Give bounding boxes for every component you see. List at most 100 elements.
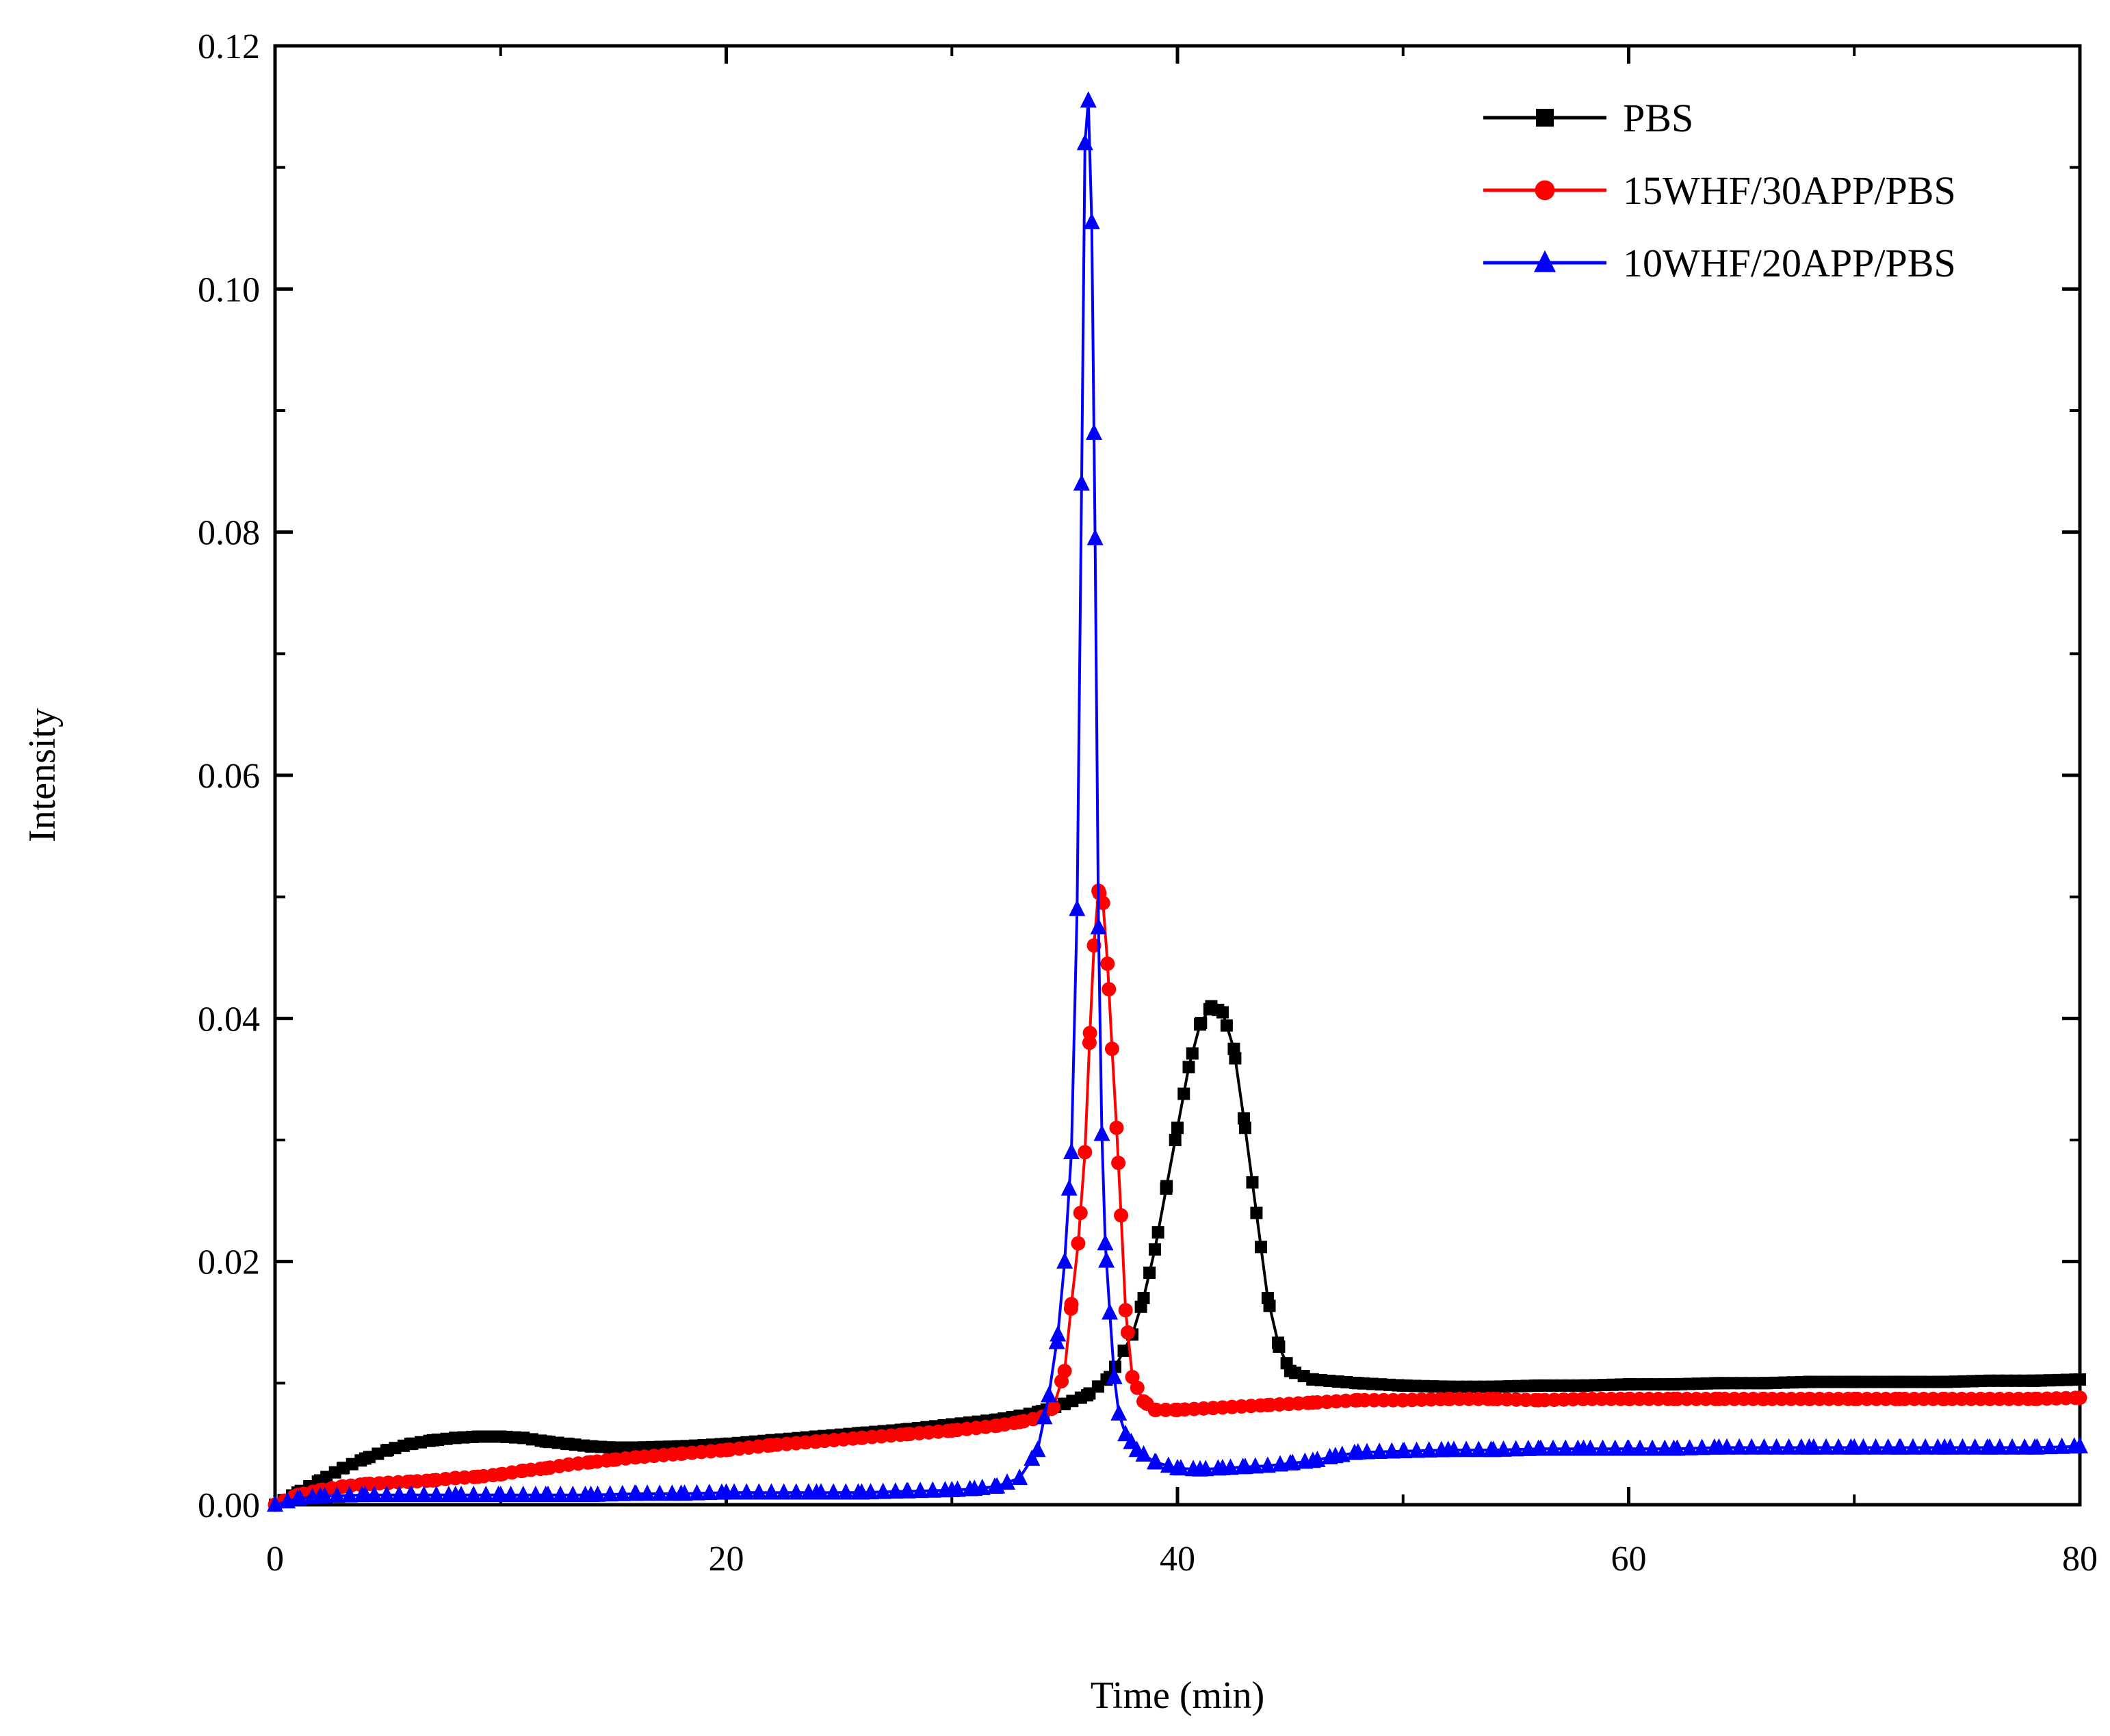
- series-layer: [267, 91, 2088, 1512]
- data-point: [1222, 1458, 1239, 1475]
- data-point: [1076, 133, 1093, 151]
- legend-label: 15WHF/30APP/PBS: [1623, 168, 1956, 213]
- data-point: [1069, 899, 1086, 916]
- data-point: [1371, 1442, 1388, 1460]
- data-point: [1182, 1061, 1195, 1074]
- y-tick-label: 0.04: [198, 1000, 260, 1039]
- data-point: [1594, 1439, 1611, 1456]
- data-point: [291, 1489, 309, 1506]
- data-point: [1966, 1438, 1983, 1455]
- data-point: [1557, 1439, 1574, 1456]
- data-point: [1237, 1112, 1250, 1125]
- y-tick-label: 0.00: [198, 1486, 260, 1525]
- data-point: [1169, 1134, 1182, 1146]
- data-point: [1582, 1439, 1599, 1456]
- data-point: [1718, 1438, 1735, 1455]
- data-point: [391, 1486, 408, 1503]
- legend-label: 10WHF/20APP/PBS: [1623, 241, 1956, 285]
- data-point: [1114, 1208, 1129, 1223]
- data-point: [1904, 1438, 1921, 1455]
- data-point: [912, 1481, 929, 1499]
- legend-item: 15WHF/30APP/PBS: [1483, 168, 1956, 213]
- data-point: [1160, 1180, 1173, 1193]
- data-point: [2072, 1390, 2087, 1405]
- data-point: [1333, 1445, 1351, 1462]
- data-point: [1669, 1439, 1686, 1456]
- data-point: [1681, 1438, 1698, 1455]
- data-point: [651, 1484, 668, 1501]
- data-point: [539, 1486, 556, 1503]
- data-point: [676, 1484, 693, 1501]
- y-tick-labels: 0.00 0.02 0.04 0.06 0.08 0.10 0.12: [198, 27, 260, 1525]
- data-point: [1818, 1438, 1835, 1455]
- data-point: [1151, 1226, 1164, 1239]
- data-point: [1125, 1369, 1140, 1384]
- x-tick-label: 60: [1611, 1540, 1647, 1579]
- x-tick-label: 0: [266, 1540, 284, 1579]
- data-point: [1064, 1297, 1079, 1312]
- data-point: [1780, 1438, 1797, 1455]
- legend-label: PBS: [1623, 96, 1693, 140]
- data-point: [1227, 1042, 1240, 1055]
- data-point: [1606, 1439, 1624, 1456]
- data-point: [949, 1480, 966, 1497]
- data-point: [1109, 1120, 1124, 1135]
- data-point: [478, 1486, 495, 1503]
- data-point: [1082, 1026, 1097, 1041]
- data-point: [825, 1483, 842, 1500]
- data-point: [552, 1486, 569, 1503]
- data-point: [1147, 1453, 1164, 1470]
- data-point: [1106, 1367, 1123, 1384]
- x-axis-title: Time (min): [1091, 1674, 1265, 1717]
- data-point: [1149, 1243, 1162, 1256]
- legend: PBS 15WHF/30APP/PBS 10WHF/20APP/PBS: [1483, 96, 1956, 285]
- data-point: [316, 1486, 333, 1503]
- data-point: [1445, 1440, 1462, 1458]
- data-point: [328, 1486, 346, 1503]
- x-tick-label: 80: [2062, 1540, 2098, 1579]
- data-point: [1073, 1206, 1088, 1221]
- data-point: [874, 1482, 891, 1499]
- data-point: [1991, 1438, 2008, 1455]
- y-tick-label: 0.08: [198, 514, 260, 553]
- legend-item: 10WHF/20APP/PBS: [1483, 241, 1956, 285]
- data-point: [1090, 918, 1107, 935]
- data-point: [601, 1485, 618, 1502]
- data-point: [1259, 1456, 1276, 1473]
- x-tick-label: 20: [709, 1540, 744, 1579]
- data-point: [1458, 1440, 1475, 1458]
- y-axis-title: Intensity: [21, 708, 64, 842]
- data-point: [1029, 1440, 1046, 1458]
- data-point: [1892, 1438, 1909, 1455]
- data-point: [726, 1483, 743, 1500]
- data-point: [1470, 1440, 1487, 1458]
- data-point: [1229, 1052, 1242, 1065]
- data-point: [1104, 1041, 1119, 1057]
- y-tick-label: 0.12: [198, 27, 260, 66]
- data-point: [1855, 1438, 1872, 1455]
- data-point: [1620, 1439, 1637, 1456]
- data-point: [688, 1484, 705, 1501]
- data-point: [1111, 1155, 1126, 1170]
- y-tick-label: 0.06: [198, 757, 260, 796]
- data-point: [1117, 1344, 1130, 1357]
- data-point: [1731, 1438, 1748, 1455]
- data-point: [1867, 1438, 1884, 1455]
- data-point: [1097, 1234, 1114, 1251]
- data-point: [1186, 1047, 1199, 1060]
- data-point: [428, 1486, 445, 1503]
- data-point: [465, 1486, 482, 1503]
- data-point: [1532, 1439, 1549, 1456]
- data-point: [1942, 1438, 1959, 1455]
- data-point: [1396, 1442, 1413, 1459]
- data-point: [1057, 1364, 1072, 1379]
- data-point: [1102, 982, 1117, 997]
- data-point: [701, 1484, 718, 1501]
- data-point: [564, 1486, 582, 1503]
- data-point: [1171, 1122, 1184, 1135]
- data-point: [1060, 1179, 1078, 1196]
- data-point: [2074, 1373, 2086, 1386]
- data-point: [614, 1484, 631, 1501]
- data-point: [924, 1481, 941, 1498]
- data-point: [502, 1486, 519, 1503]
